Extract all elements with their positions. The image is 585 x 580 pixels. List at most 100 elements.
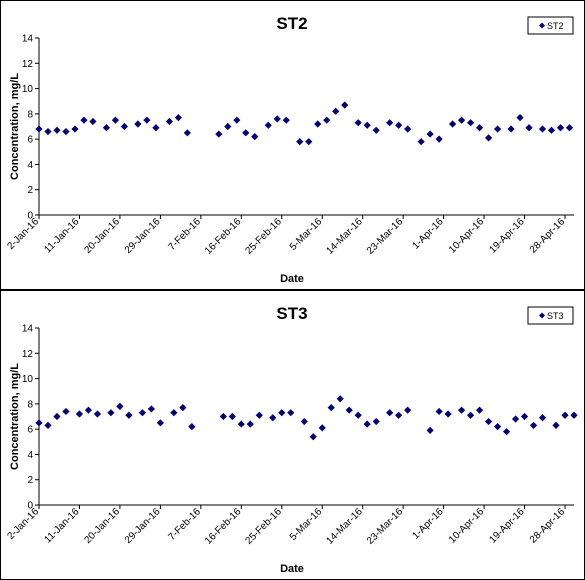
data-point (134, 120, 142, 128)
chart-st2: ST2 0 2 4 6 8 10 12 14 2-Jan-16 11-Jan-16 20-Jan-16… (5, 14, 574, 285)
x-tick-label: 7-Feb-16 (166, 216, 203, 253)
data-point (561, 411, 569, 419)
x-tick-label: 16-Feb-16 (203, 216, 244, 257)
x-axis-label: Date (280, 273, 304, 285)
data-point (309, 433, 317, 441)
data-point (354, 119, 362, 127)
data-point (458, 406, 466, 414)
x-tick-label: 29-Jan-16 (123, 506, 163, 546)
y-tick-label: 4 (27, 160, 33, 171)
data-point (282, 116, 290, 124)
y-tick-label: 0 (27, 211, 33, 222)
data-point (426, 130, 434, 138)
legend-box (527, 16, 574, 35)
x-tick-label: 20-Jan-16 (82, 506, 122, 546)
data-point (372, 126, 380, 134)
data-point (363, 420, 371, 428)
data-point (511, 415, 520, 423)
legend: ST2 (527, 16, 574, 35)
data-point (466, 411, 475, 419)
data-point (520, 412, 529, 421)
data-point (314, 120, 322, 128)
data-point (165, 117, 173, 126)
legend: ST3 (527, 306, 574, 325)
y-tick-label: 14 (22, 324, 34, 335)
data-point (264, 121, 272, 129)
data-point (323, 116, 331, 124)
chart-st3: ST3 0 2 4 6 8 10 12 14 2-Jan-16 11-Jan-16 20-Jan-16… (5, 304, 578, 575)
data-point (475, 124, 484, 132)
data-point (332, 107, 340, 115)
data-point (386, 119, 394, 127)
x-tick-label: 19-Apr-16 (487, 216, 527, 256)
x-tick-label: 5-Mar-16 (288, 506, 325, 543)
data-point (404, 125, 412, 133)
data-point (435, 135, 443, 143)
x-axis-label: Date (280, 563, 304, 575)
data-point (246, 420, 254, 428)
chart-panel-st3: ST3 0 2 4 6 8 10 12 14 2-Jan-16 11-Jan-16 20-Jan-16… (0, 290, 585, 580)
data-point (80, 116, 88, 124)
data-point (62, 407, 70, 416)
data-point (53, 412, 61, 421)
data-point (273, 115, 281, 123)
data-point (318, 424, 326, 432)
data-point (233, 116, 241, 124)
y-tick-label: 8 (27, 399, 33, 410)
data-point (336, 395, 344, 403)
data-point (35, 125, 43, 133)
data-point (287, 409, 295, 417)
x-tick-label: 19-Apr-16 (487, 506, 527, 546)
data-point (502, 428, 511, 436)
x-tick-label: 25-Feb-16 (243, 216, 284, 257)
x-tick-label: 28-Apr-16 (528, 216, 568, 256)
x-tick-label: 7-Feb-16 (166, 506, 203, 543)
data-point (71, 125, 79, 133)
data-point (507, 125, 515, 133)
data-point (516, 114, 524, 122)
data-point (111, 116, 120, 124)
data-point (138, 409, 147, 417)
data-point (570, 411, 578, 419)
x-tick-label: 25-Feb-16 (243, 506, 284, 547)
legend-label: ST3 (547, 311, 564, 321)
data-point (156, 419, 164, 427)
data-point (152, 124, 160, 132)
data-point (224, 122, 232, 131)
data-point (228, 412, 236, 421)
data-point (179, 404, 187, 412)
x-tick-label: 16-Feb-16 (203, 506, 244, 547)
data-point (116, 402, 124, 410)
y-axis-label: Concentration, mg/L (9, 73, 21, 180)
y-tick-label: 14 (22, 34, 34, 45)
x-tick-label: 10-Apr-16 (447, 216, 487, 256)
y-tick-label: 6 (27, 135, 33, 146)
data-point (35, 419, 43, 427)
data-point (484, 417, 493, 426)
y-tick-label: 12 (22, 59, 34, 70)
x-tick-label: 23-Mar-16 (365, 506, 406, 547)
data-point (219, 412, 227, 421)
data-point (53, 126, 61, 134)
data-point (278, 409, 286, 417)
chart-title: ST3 (276, 304, 307, 323)
y-tick-label: 2 (27, 475, 33, 486)
data-point (120, 122, 129, 131)
x-tick-label: 2-Jan-16 (5, 216, 41, 252)
data-point (466, 119, 475, 127)
x-tick-label: 20-Jan-16 (82, 216, 122, 256)
data-point (84, 406, 93, 414)
data-point (296, 138, 304, 146)
y-tick-label: 8 (27, 109, 33, 120)
data-point (404, 406, 412, 414)
data-point (215, 130, 223, 138)
data-point (174, 114, 182, 122)
data-point (143, 116, 151, 124)
data-point (242, 129, 250, 137)
y-tick-label: 0 (27, 501, 33, 512)
data-point (449, 120, 457, 128)
x-tick-label: 1-Apr-16 (410, 506, 446, 542)
data-point (44, 421, 52, 429)
data-point (300, 417, 308, 426)
